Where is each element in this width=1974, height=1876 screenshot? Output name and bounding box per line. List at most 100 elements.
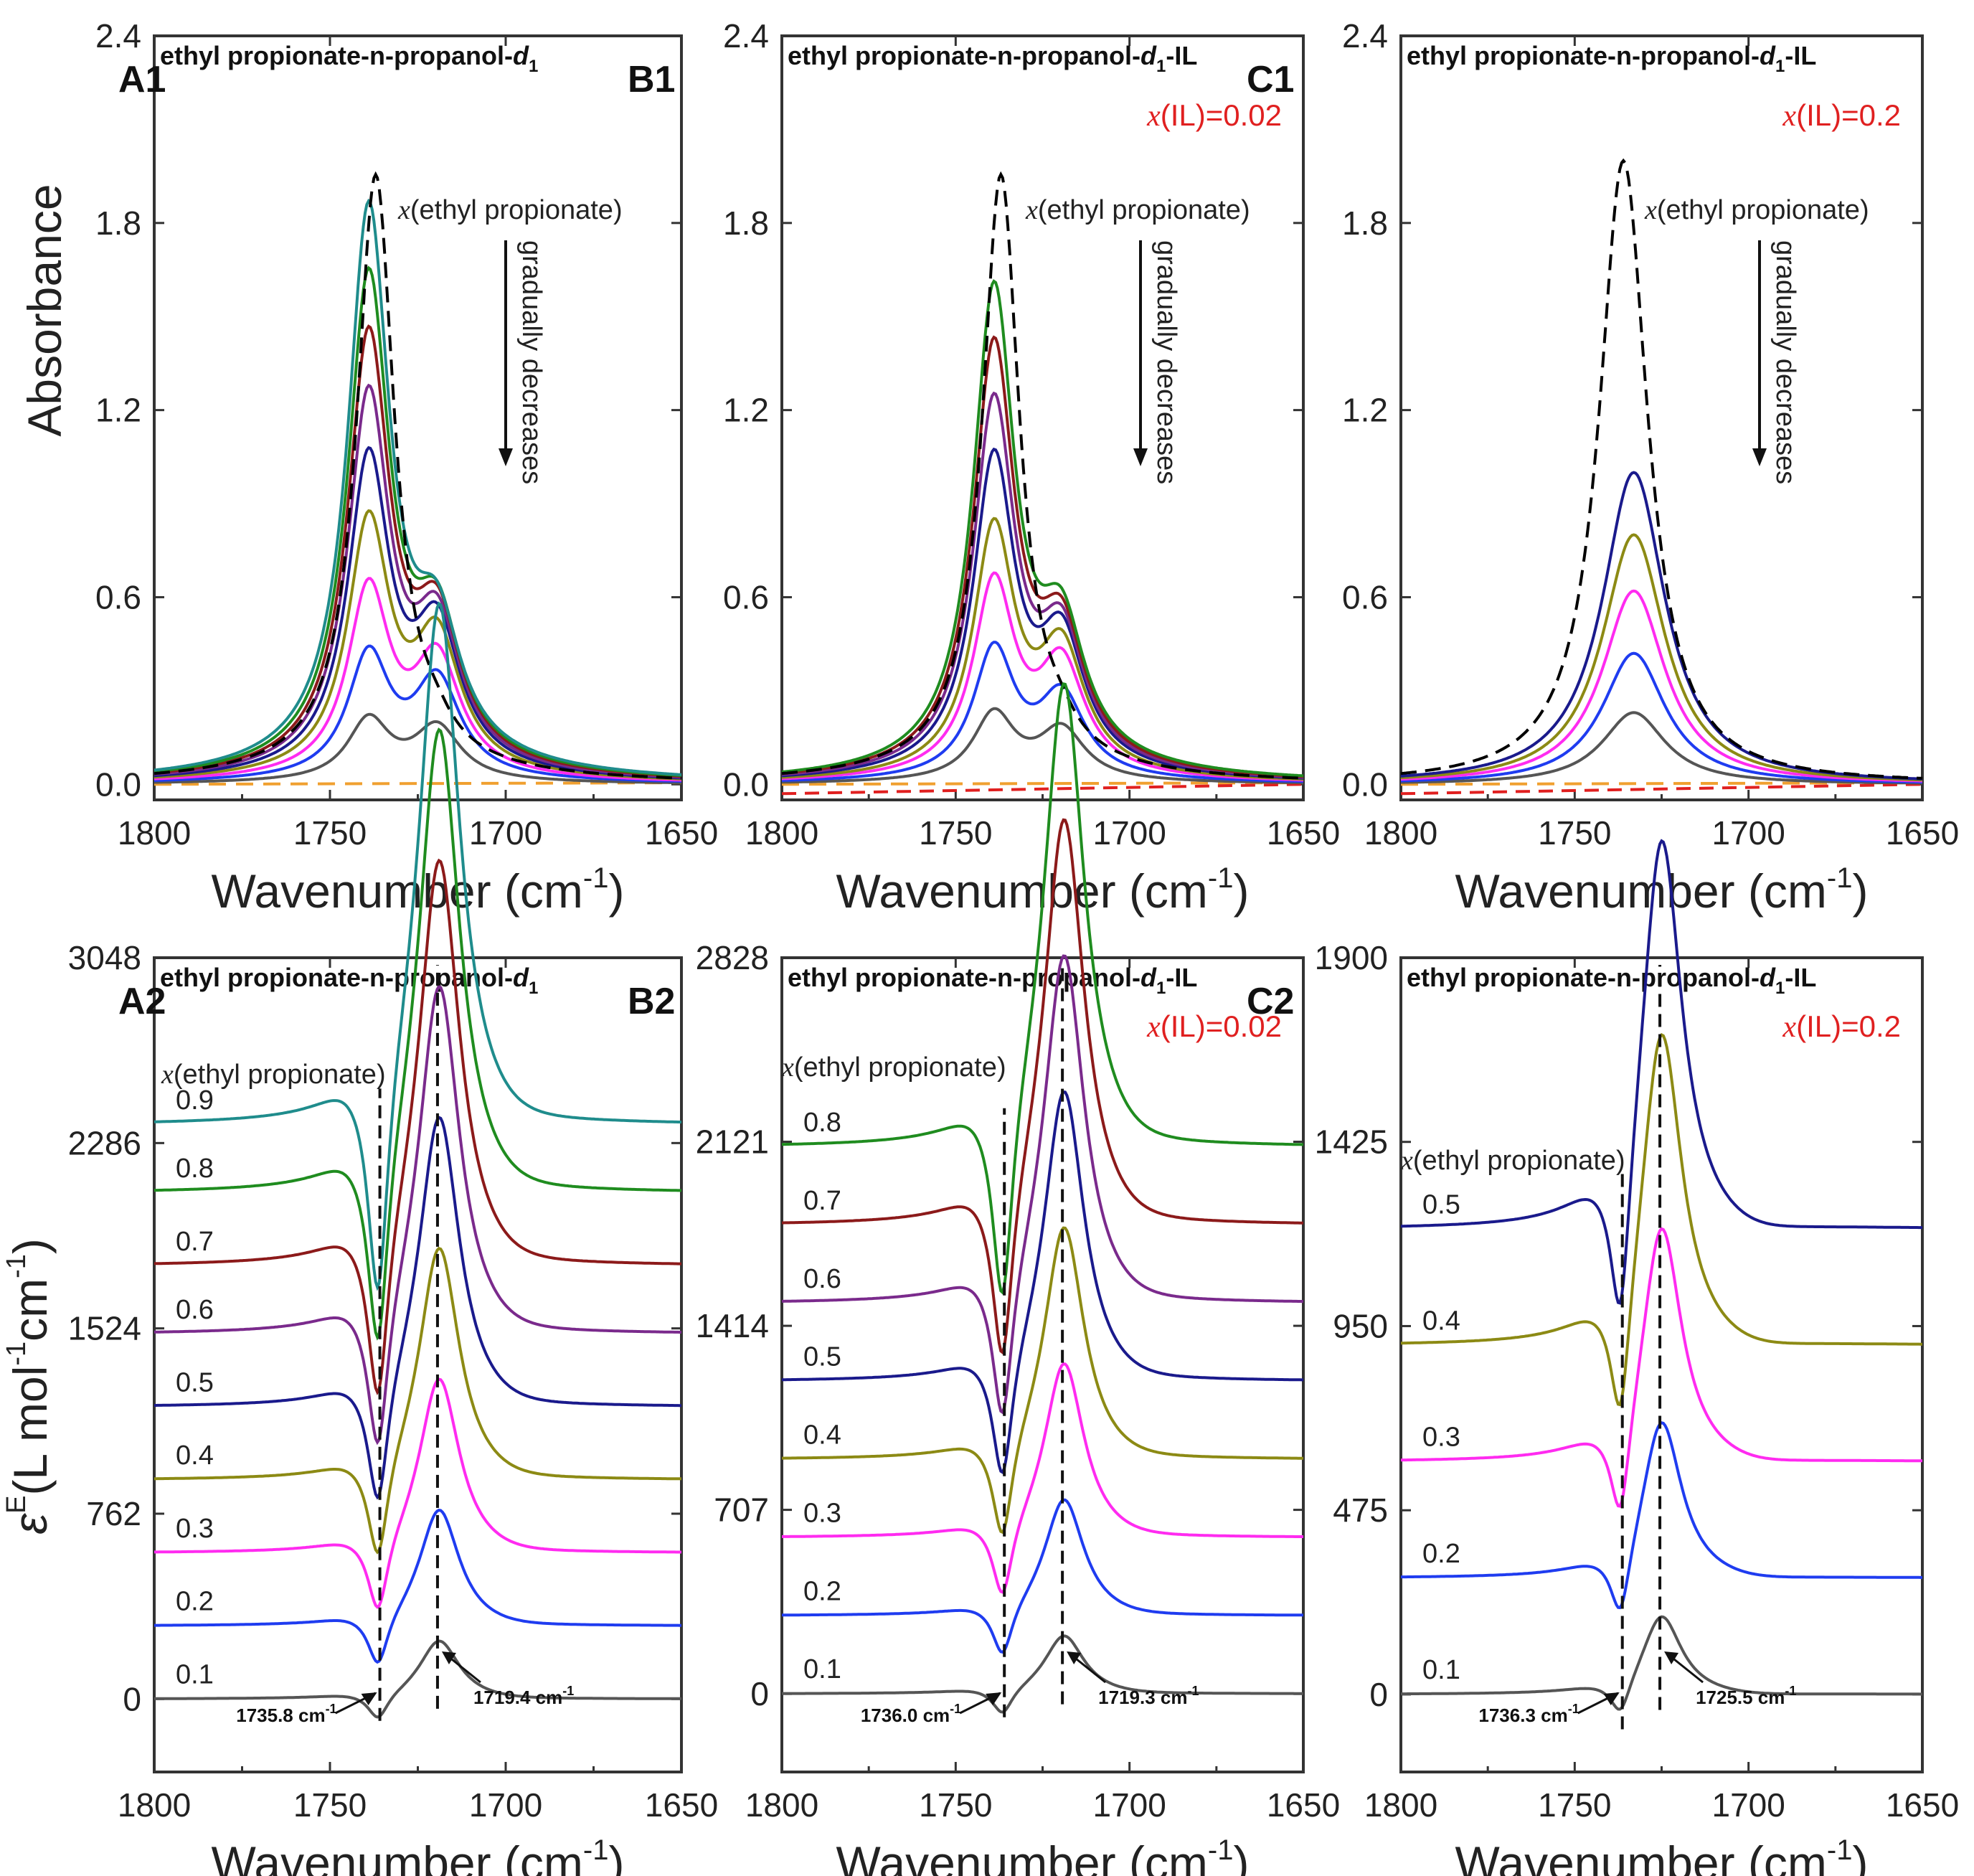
text-part: (ethyl propionate) bbox=[794, 1052, 1006, 1083]
text-part: x bbox=[397, 195, 410, 225]
annotation-x: x(ethyl propionate) bbox=[1025, 195, 1250, 225]
panel-label: B2 bbox=[628, 981, 675, 1022]
text-part: x bbox=[161, 1060, 174, 1090]
series-group: 0.1 0.2 0.3 0.4 0.5 bbox=[1400, 839, 1922, 1711]
text-part: 1 bbox=[1775, 979, 1785, 998]
baseline-dashed-orange bbox=[781, 781, 1304, 786]
x-tick-label: 1650 bbox=[1267, 814, 1340, 852]
y-tick-label: 0.0 bbox=[95, 765, 141, 803]
plot-frame bbox=[1399, 956, 1924, 1773]
text-part: -IL bbox=[1785, 963, 1816, 992]
series-label: 0.1 bbox=[176, 1659, 214, 1689]
il-fraction-label: x(IL)=0.02 bbox=[1146, 1009, 1282, 1044]
title-d: d bbox=[1760, 41, 1776, 70]
peak-max-label: 1725.5 cm-1 bbox=[1696, 1684, 1796, 1708]
text-part: ) bbox=[608, 1837, 624, 1876]
text-part: Wavenumber (cm bbox=[836, 864, 1208, 918]
legend-title: x(ethyl propionate) bbox=[161, 1060, 386, 1090]
text-part: -1 bbox=[1187, 1684, 1199, 1698]
text-part: (IL)=0.2 bbox=[1796, 98, 1901, 132]
text-part: 1 bbox=[1775, 57, 1785, 76]
series-line-0.8 bbox=[781, 279, 1304, 778]
y-tick-label: 0 bbox=[1369, 1676, 1388, 1713]
x-tick-label: 1800 bbox=[745, 814, 818, 852]
series-line-0.1 bbox=[781, 707, 1303, 784]
annotation-x: x(ethyl propionate) bbox=[397, 195, 623, 225]
text-part: ) bbox=[1233, 864, 1249, 918]
series-line-0.2 bbox=[1401, 1421, 1922, 1610]
y-tick-label: 2828 bbox=[696, 939, 769, 976]
text-part: -1 bbox=[1208, 862, 1234, 894]
series-line-0.3 bbox=[154, 1377, 681, 1609]
series-label: 0.5 bbox=[176, 1367, 214, 1397]
text-part: -1 bbox=[1827, 1834, 1853, 1866]
y-tick-label: 2286 bbox=[68, 1124, 141, 1161]
x-tick-label: 1800 bbox=[118, 814, 191, 852]
series-line-0.9 bbox=[154, 198, 682, 776]
text-part: E bbox=[1, 1496, 32, 1514]
text-part: Wavenumber (cm bbox=[836, 1837, 1208, 1876]
series-line-0.5 bbox=[781, 447, 1304, 780]
baseline-dashed-red bbox=[1400, 783, 1923, 796]
peak-min-arrowhead bbox=[986, 1692, 1002, 1705]
title-d: d bbox=[1141, 963, 1157, 992]
y-tick-label: 2.4 bbox=[1342, 17, 1388, 55]
x-tick-label: 1700 bbox=[469, 814, 542, 852]
text-part: ethyl propionate-n-propanol- bbox=[160, 41, 513, 70]
text-part: ethyl propionate-n-propanol- bbox=[160, 963, 513, 992]
text-part: -1 bbox=[1827, 862, 1853, 894]
y-tick-label: 1.2 bbox=[1342, 392, 1388, 429]
x-tick-label: 1650 bbox=[1886, 814, 1959, 852]
text-part: -IL bbox=[1166, 41, 1197, 70]
text-part: 1725.5 cm bbox=[1696, 1687, 1785, 1708]
peak-max-label: 1719.3 cm-1 bbox=[1098, 1684, 1199, 1708]
peak-min-label: 1736.0 cm-1 bbox=[861, 1702, 961, 1726]
y-tick-label: 707 bbox=[714, 1491, 769, 1529]
panel-label: C1 bbox=[1247, 59, 1294, 100]
y-tick-label: 2.4 bbox=[95, 17, 141, 55]
x-tick-label: 1650 bbox=[645, 814, 718, 852]
text-part: x bbox=[1782, 1011, 1796, 1044]
panel-b1: 1800 1750 1700 16500.00.61.21.82.4Wavenumbe… bbox=[628, 17, 1340, 918]
text-part: cm bbox=[4, 1278, 57, 1342]
text-part: ethyl propionate-n-propanol- bbox=[1407, 963, 1760, 992]
y-tick-label: 1425 bbox=[1315, 1123, 1388, 1161]
series-line-0.6 bbox=[782, 954, 1304, 1415]
series-label: 0.5 bbox=[803, 1342, 841, 1372]
y-tick-label: 1.2 bbox=[95, 392, 141, 429]
series-line-pure-ethyl-propionate bbox=[781, 171, 1304, 780]
y-tick-label: 0 bbox=[750, 1675, 769, 1712]
x-tick-label: 1650 bbox=[645, 1786, 718, 1824]
series-line-0.5 bbox=[782, 1090, 1303, 1475]
peak-min-label: 1736.3 cm-1 bbox=[1478, 1702, 1579, 1726]
series-label: 0.7 bbox=[803, 1186, 841, 1216]
series-line-0.1 bbox=[1401, 711, 1922, 785]
plot-frame bbox=[780, 34, 1305, 801]
panel-label: A1 bbox=[118, 59, 166, 100]
y-tick-label: 0 bbox=[123, 1680, 141, 1717]
title-d: d bbox=[1760, 963, 1776, 992]
panel-label: B1 bbox=[628, 59, 675, 100]
plot-frame bbox=[1399, 34, 1924, 801]
panel-a1: 1800 1750 1700 1650 0.0 0.6 1.2 1.8 2.4 Wavenumbe… bbox=[18, 17, 718, 918]
series-line-0.2 bbox=[782, 1498, 1304, 1654]
text-part: (IL)=0.2 bbox=[1796, 1009, 1901, 1043]
text-part: x bbox=[1146, 100, 1161, 133]
series-label: 0.1 bbox=[1422, 1655, 1460, 1685]
series-line-0.4 bbox=[154, 1246, 681, 1555]
series-label: 0.3 bbox=[803, 1498, 841, 1528]
text-part: 1719.4 cm bbox=[473, 1687, 562, 1708]
panel-title: ethyl propionate-n-propanol-d1 bbox=[160, 41, 538, 76]
series-line-0.5 bbox=[154, 446, 682, 780]
x-tick-label: 1750 bbox=[1538, 814, 1611, 852]
text-part: x bbox=[1025, 195, 1038, 225]
panel-title: ethyl propionate-n-propanol-d1-IL bbox=[788, 963, 1197, 998]
y-tick-label: 1.2 bbox=[723, 392, 769, 429]
trend-arrow-head bbox=[1133, 448, 1148, 466]
series-line-0.2 bbox=[154, 644, 681, 783]
series-line-0.1 bbox=[1401, 1615, 1922, 1711]
peak-min-arrowhead bbox=[1603, 1692, 1620, 1705]
text-part: ethyl propionate-n-propanol- bbox=[788, 963, 1141, 992]
y-tick-label: 0.6 bbox=[95, 578, 141, 616]
text-part: 1736.3 cm bbox=[1478, 1705, 1567, 1726]
